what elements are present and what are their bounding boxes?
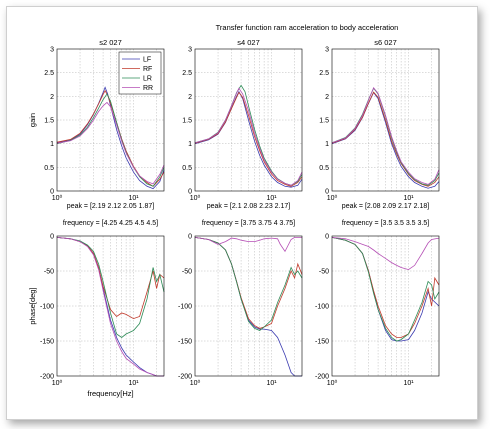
- panel-5-ytick-label: -50: [182, 269, 192, 276]
- panel-2-xtick-label: 10¹: [266, 195, 277, 202]
- panel-3-ytick-label: 2: [325, 94, 329, 101]
- panel-2-axes-box: [194, 48, 303, 192]
- panel-6-ytick-label: -150: [315, 339, 329, 346]
- panel-1-series-lf: [56, 86, 165, 190]
- panel-2-ytick-label: 1.5: [182, 118, 192, 125]
- panel-1-series-rf: [56, 89, 165, 187]
- panel-4-xtick-label: 10⁰: [52, 379, 63, 387]
- panel-3-ytick-label: 3: [325, 47, 329, 54]
- panel-1-frequency-readout: frequency = [4.25 4.25 4.5 4.5]: [63, 220, 158, 227]
- panel-5-ytick-label: 0: [188, 234, 192, 241]
- panel-1-series-lr: [56, 93, 165, 187]
- panel-3-ytick-label: 0: [325, 189, 329, 196]
- panel-5-series-lr: [194, 237, 303, 331]
- panel-5-xtick-label: 10¹: [266, 380, 277, 387]
- panel-1-ytick-label: 1.5: [44, 118, 54, 125]
- panel-1-legend-label-rr: RR: [143, 85, 153, 92]
- panel-4-axes-box: [56, 235, 165, 377]
- panel-1-xtick-label: 10¹: [128, 195, 139, 202]
- panel-6-ytick-label: -200: [315, 374, 329, 381]
- panel-1-legend-label-rf: RF: [143, 66, 152, 73]
- panel-1-xtick-label: 10⁰: [52, 194, 63, 202]
- panel-3-series-rr: [331, 87, 440, 185]
- panel-2-series-rr: [194, 87, 303, 186]
- panel-2-ytick-label: 3: [188, 47, 192, 54]
- panel-1-ytick-label: 0.5: [44, 165, 54, 172]
- panel-3-series-lr: [331, 87, 440, 186]
- panel-1-ylabel: gain: [28, 113, 37, 127]
- panel-1-ytick-label: 1: [50, 141, 54, 148]
- panel-1-title: s2 027: [99, 38, 122, 47]
- panel-6-ytick-label: -100: [315, 304, 329, 311]
- panel-1-ytick-label: 3: [50, 47, 54, 54]
- panel-3-axes-box: [331, 48, 440, 192]
- panel-4-ytick-label: -150: [40, 339, 54, 346]
- panel-4-series-rf: [56, 237, 165, 320]
- panel-5-axes-box: [194, 235, 303, 377]
- panel-1-ytick-label: 0: [50, 189, 54, 196]
- panel-2-series-rf: [194, 91, 303, 187]
- panel-2-ytick-label: 2: [188, 94, 192, 101]
- panel-3-xtick-label: 10⁰: [327, 194, 338, 202]
- panel-2-ytick-label: 0.5: [182, 165, 192, 172]
- panel-6-ytick-label: 0: [325, 234, 329, 241]
- figure-window: Transfer function ram acceleration to bo…: [6, 6, 478, 420]
- panel-5-ytick-label: -150: [178, 339, 192, 346]
- panel-2-title: s4 027: [237, 38, 260, 47]
- panel-6-series-rr: [331, 237, 440, 271]
- panel-2-ytick-label: 0: [188, 189, 192, 196]
- panel-6-xtick-label: 10¹: [403, 380, 414, 387]
- panel-4-xlabel: frequency[Hz]: [87, 389, 133, 398]
- panel-5-series-rr: [194, 237, 302, 253]
- panel-6-xtick-label: 10⁰: [327, 379, 338, 387]
- panel-2-peak-readout: peak = [2.1 2.08 2.23 2.17]: [207, 203, 291, 210]
- panel-5-ytick-label: -100: [178, 304, 192, 311]
- panel-4-ytick-label: 0: [50, 234, 54, 241]
- panel-2-ytick-label: 2.5: [182, 70, 192, 77]
- panel-3-xtick-label: 10¹: [403, 195, 414, 202]
- figure-canvas: Transfer function ram acceleration to bo…: [28, 23, 440, 398]
- panel-3-title: s6 027: [374, 38, 397, 47]
- panel-1-legend-label-lr: LR: [143, 76, 152, 83]
- panel-2-ytick-label: 1: [188, 141, 192, 148]
- panel-2-frequency-readout: frequency = [3.75 3.75 4 3.75]: [202, 220, 295, 227]
- panel-2-xtick-label: 10⁰: [190, 194, 201, 202]
- panel-4-ytick-label: -200: [40, 374, 54, 381]
- panel-3-peak-readout: peak = [2.08 2.09 2.17 2.18]: [342, 203, 429, 210]
- panel-6-series-lr: [331, 237, 440, 342]
- panel-3-ytick-label: 1.5: [319, 118, 329, 125]
- panel-1-series-rr: [56, 101, 165, 185]
- figure-title: Transfer function ram acceleration to bo…: [216, 23, 399, 32]
- panel-1-peak-readout: peak = [2.19 2.12 2.05 1.87]: [67, 203, 154, 210]
- panel-3-ytick-label: 1: [325, 141, 329, 148]
- panel-4-ylabel: phase[deg]: [28, 287, 37, 324]
- panel-3-series-rf: [331, 91, 440, 187]
- panel-6-ytick-label: -50: [319, 269, 329, 276]
- panel-5-xtick-label: 10⁰: [190, 379, 201, 387]
- panel-4-ytick-label: -50: [44, 269, 54, 276]
- panel-6-axes-box: [331, 235, 440, 377]
- panel-4-series-rr: [56, 237, 164, 377]
- panel-3-ytick-label: 0.5: [319, 165, 329, 172]
- panel-1-axes-box: [56, 48, 165, 192]
- panel-1-ytick-label: 2: [50, 94, 54, 101]
- panel-4-ytick-label: -100: [40, 304, 54, 311]
- panel-1-legend-label-lf: LF: [143, 57, 151, 64]
- panel-4-xtick-label: 10¹: [128, 380, 139, 387]
- panel-5-ytick-label: -200: [178, 374, 192, 381]
- panel-3-frequency-readout: frequency = [3.5 3.5 3.5 3.5]: [342, 220, 429, 227]
- panel-4-series-lr: [56, 237, 165, 338]
- panel-3-ytick-label: 2.5: [319, 70, 329, 77]
- panel-1-ytick-label: 2.5: [44, 70, 54, 77]
